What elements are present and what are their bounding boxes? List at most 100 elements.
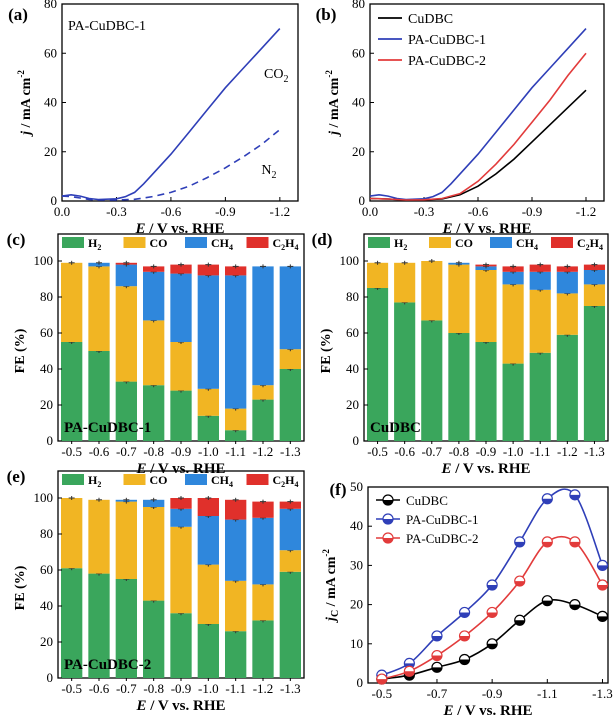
y-tick-label: 0 (47, 670, 54, 685)
y-axis-label-symbol: j (327, 131, 342, 137)
bar-segment-ch4 (529, 271, 551, 290)
legend-label-part: CO (150, 236, 168, 250)
y-tick-label: 60 (40, 325, 53, 340)
bar-segment-co (475, 270, 497, 342)
legend-label-part: 2 (586, 243, 590, 252)
legend-label-ch4: CH4 (211, 236, 233, 252)
x-axis-label-unit: / V vs. RHE (145, 221, 224, 237)
legend-label-part: H (285, 236, 295, 250)
bar-segment-co (279, 550, 301, 572)
y-tick-label: 40 (350, 518, 363, 533)
x-tick-label: -1.0 (503, 444, 524, 459)
bar-segment-co (421, 261, 443, 321)
legend-swatch-h2 (368, 237, 390, 248)
bar-segment-co (225, 580, 247, 632)
x-tick-label: -0.6 (468, 204, 489, 219)
bar-segment-h2 (88, 351, 110, 441)
bar-segment-ch4 (225, 519, 247, 581)
legend-label-part: CO (150, 473, 168, 487)
legend-label: PA-CuDBC-2 (406, 531, 478, 546)
legend-label-h2: H2 (394, 236, 407, 252)
x-tick-label: -0.6 (161, 204, 182, 219)
bar-segment-h2 (252, 399, 274, 441)
panel-d: -0.5 -0.6 -0.7 -0.8 -0.9 -1.0 -1.1 -1.2 -1.3 0 20 4… (312, 230, 609, 459)
y-tick-label: 10 (350, 636, 363, 651)
series-line-co2 (61, 28, 281, 201)
sample-label: PA-CuDBC-1 (64, 420, 151, 436)
bar-segment-h2 (394, 302, 416, 441)
bar-segment-c2h4 (556, 266, 578, 272)
bar-segment-co (143, 507, 165, 601)
bar-segment-co (225, 408, 247, 431)
legend-swatch-c2h4 (551, 237, 573, 248)
y-tick-label: 60 (352, 45, 365, 60)
legend-label-part: 2 (281, 243, 285, 252)
bar-segment-ch4 (197, 516, 219, 565)
marker-half (487, 612, 498, 618)
panel-label: (e) (7, 467, 26, 486)
bar-segment-co (279, 349, 301, 369)
y-axis-label-text: jC / mA cm-2 (321, 549, 341, 623)
y-tick-label: 80 (346, 289, 359, 304)
bar-segment-h2 (225, 631, 247, 678)
y-tick-label: 20 (346, 397, 359, 412)
x-axis-label-symbol: E (440, 461, 451, 477)
panel-label: (c) (7, 230, 26, 249)
x-tick-label: -0.5 (371, 686, 392, 701)
legend-label-part: H (394, 236, 404, 250)
series-annotation: CO2 (264, 67, 288, 85)
x-tick-label: -0.6 (89, 681, 110, 696)
bar-segment-co (143, 320, 165, 386)
series-annotation: N2 (261, 163, 276, 181)
bar-segment-co (583, 284, 606, 306)
marker-half (404, 675, 415, 681)
bar-segment-ch4 (556, 271, 578, 294)
marker-half (431, 667, 442, 673)
legend-label: PA-CuDBC-1 (406, 512, 478, 527)
x-tick-label: -0.5 (367, 444, 388, 459)
legend-label-part: 4 (295, 243, 299, 252)
bar-segment-co (252, 385, 274, 400)
y-axis-label-exponent: -2 (324, 70, 334, 78)
bar-segment-co (529, 289, 551, 353)
y-tick-label: 20 (350, 597, 363, 612)
y-axis-label-symbol: j (19, 131, 34, 137)
bar-segment-h2 (61, 568, 83, 678)
plot-frame (369, 3, 605, 202)
y-tick-label: 50 (350, 479, 363, 494)
x-axis-label-unit: / V vs. RHE (453, 703, 532, 719)
x-tick-label: -1.2 (253, 681, 274, 696)
legend-label-part: CH (516, 236, 535, 250)
y-tick-label: 80 (44, 0, 57, 11)
x-tick-label: -1.1 (225, 444, 246, 459)
legend-label-c2h4: C2H4 (273, 473, 299, 489)
y-tick-label: 0 (47, 433, 54, 448)
marker-half (514, 541, 525, 547)
x-tick-label: -0.6 (394, 444, 415, 459)
bar-segment-c2h4 (197, 498, 219, 516)
series-line-n2 (61, 128, 281, 201)
panel-c: -0.5 -0.6 -0.7 -0.8 -0.9 -1.0 -1.1 -1.2 -1.3 0 20 4… (7, 230, 305, 459)
bar-segment-c2h4 (529, 264, 551, 272)
y-axis-label: FE (%) (319, 328, 334, 373)
marker-half (383, 519, 393, 524)
x-tick-label: -0.9 (476, 444, 497, 459)
bar-segment-co (61, 262, 83, 342)
bar-segment-h2 (115, 579, 137, 678)
annotation-subscript: 2 (283, 74, 288, 85)
legend-swatch-c2h4 (246, 237, 269, 248)
y-axis-label-text: j / mA cm-2 (324, 70, 342, 137)
bar-segment-h2 (143, 600, 165, 678)
marker-half (542, 600, 553, 606)
bar-segment-c2h4 (279, 501, 301, 509)
marker-half (569, 541, 580, 547)
marker-half (459, 612, 470, 618)
x-tick-label: -0.9 (171, 444, 192, 459)
y-axis-label: j / mA cm-2 (324, 70, 342, 137)
x-tick-label: -0.7 (116, 681, 137, 696)
y-tick-label: 60 (40, 562, 53, 577)
y-axis-label-exponent: -2 (16, 70, 26, 78)
x-tick-label: -0.3 (414, 204, 435, 219)
bar-segment-h2 (170, 390, 192, 441)
legend-label-co: CO (150, 473, 168, 487)
